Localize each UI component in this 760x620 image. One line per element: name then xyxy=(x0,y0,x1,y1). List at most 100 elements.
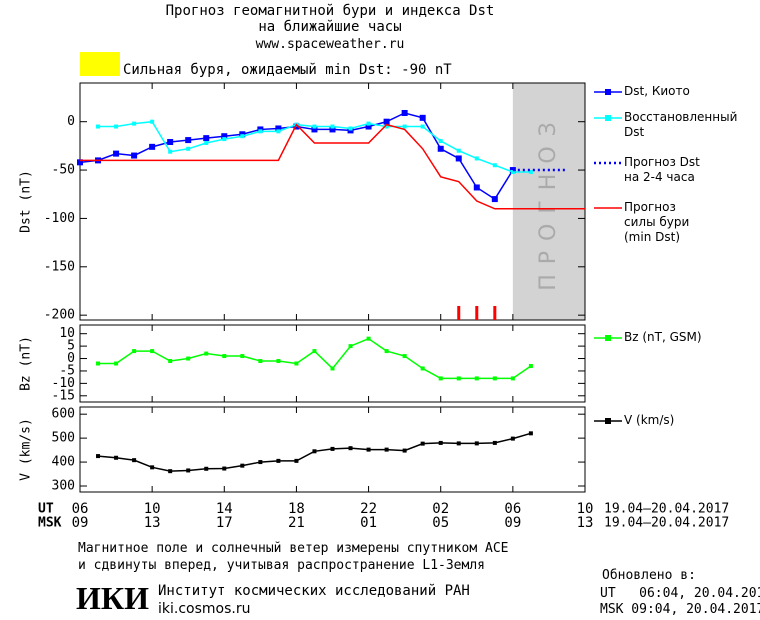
marker xyxy=(131,152,138,159)
marker xyxy=(132,121,137,126)
marker xyxy=(420,366,425,371)
y-tick-label: -15 xyxy=(52,388,75,403)
marker xyxy=(402,448,407,453)
marker xyxy=(186,468,191,473)
marker xyxy=(528,431,533,436)
marker xyxy=(348,126,353,131)
marker xyxy=(150,349,155,354)
x-tick-label: 06 xyxy=(72,501,89,517)
y-tick-label: 400 xyxy=(52,455,75,470)
marker xyxy=(366,336,371,341)
note: Магнитное поле и солнечный ветер измерен… xyxy=(78,541,509,573)
plot-frame xyxy=(79,82,586,321)
alert-box xyxy=(80,52,120,76)
marker xyxy=(150,465,155,470)
marker xyxy=(491,196,498,203)
x-range: 19.04–20.04.2017 xyxy=(604,502,729,517)
x-tick-label: 22 xyxy=(360,501,377,517)
marker xyxy=(275,125,282,132)
y-axis-label: V (km/s) xyxy=(19,418,34,481)
marker xyxy=(438,376,443,381)
updated-msk: MSK 09:04, 20.04.2017 xyxy=(600,602,760,617)
legend-marker xyxy=(605,418,611,424)
x-tick-label-msk: 05 xyxy=(432,515,449,531)
marker xyxy=(365,123,372,130)
marker xyxy=(528,169,533,174)
marker xyxy=(186,146,191,151)
marker xyxy=(276,129,281,134)
marker xyxy=(258,359,263,364)
marker xyxy=(330,366,335,371)
x-tick-label-msk: 09 xyxy=(72,515,89,531)
marker xyxy=(204,140,209,145)
series-line xyxy=(80,123,585,210)
marker xyxy=(510,169,515,174)
marker xyxy=(510,436,515,441)
marker xyxy=(132,349,137,354)
marker xyxy=(383,118,390,125)
marker xyxy=(492,163,497,168)
marker xyxy=(77,159,83,166)
legend-label: Прогноз Dst на 2-4 часа xyxy=(624,155,700,184)
legend-marker xyxy=(605,335,611,341)
marker xyxy=(384,447,389,452)
marker xyxy=(492,440,497,445)
marker xyxy=(204,466,209,471)
marker xyxy=(276,359,281,364)
updated-title: Обновлено в: xyxy=(602,568,696,583)
subtitle: на ближайшие часы xyxy=(258,19,402,35)
marker xyxy=(240,463,245,468)
marker xyxy=(186,356,191,361)
marker xyxy=(348,344,353,349)
marker xyxy=(474,156,479,161)
marker xyxy=(492,376,497,381)
y-axis-label: Dst (nT) xyxy=(19,170,34,233)
y-tick-label: 300 xyxy=(52,479,75,494)
marker xyxy=(474,441,479,446)
legend-marker xyxy=(605,115,611,121)
marker xyxy=(312,349,317,354)
legend-label: Восстановленный Dst xyxy=(624,110,738,139)
y-tick-label: 0 xyxy=(67,114,75,129)
y-axis-label: Bz (nT) xyxy=(19,336,34,391)
x-tick-label-msk: 21 xyxy=(288,515,305,531)
marker xyxy=(222,137,227,142)
marker xyxy=(510,376,515,381)
marker xyxy=(294,458,299,463)
marker xyxy=(366,121,371,126)
marker xyxy=(204,351,209,356)
marker xyxy=(437,145,444,152)
marker xyxy=(456,376,461,381)
x-tick-label-msk: 17 xyxy=(216,515,233,531)
series-line xyxy=(98,337,532,380)
marker xyxy=(240,354,245,359)
x-tick-label: 14 xyxy=(216,501,233,517)
marker xyxy=(419,114,426,121)
marker xyxy=(203,135,210,142)
marker xyxy=(167,139,174,146)
x-axis-label: MSK xyxy=(38,516,62,531)
marker xyxy=(330,124,335,129)
marker xyxy=(420,441,425,446)
x-tick-label-msk: 09 xyxy=(504,515,521,531)
marker xyxy=(329,126,336,133)
marker xyxy=(185,137,192,144)
y-tick-label: -5 xyxy=(59,363,75,378)
x-tick-label: 02 xyxy=(432,501,449,517)
marker xyxy=(456,148,461,153)
legend-label: V (km/s) xyxy=(624,413,675,427)
marker xyxy=(312,449,317,454)
forecast-region xyxy=(512,83,585,320)
marker xyxy=(438,440,443,445)
logo: ИКИ xyxy=(76,580,149,616)
y-tick-label: -50 xyxy=(52,163,75,178)
y-tick-label: -200 xyxy=(44,308,75,323)
marker xyxy=(222,466,227,471)
y-tick-label: -150 xyxy=(44,259,75,274)
marker xyxy=(222,354,227,359)
plot-frame xyxy=(79,324,586,403)
marker xyxy=(240,134,245,139)
marker xyxy=(96,454,101,459)
